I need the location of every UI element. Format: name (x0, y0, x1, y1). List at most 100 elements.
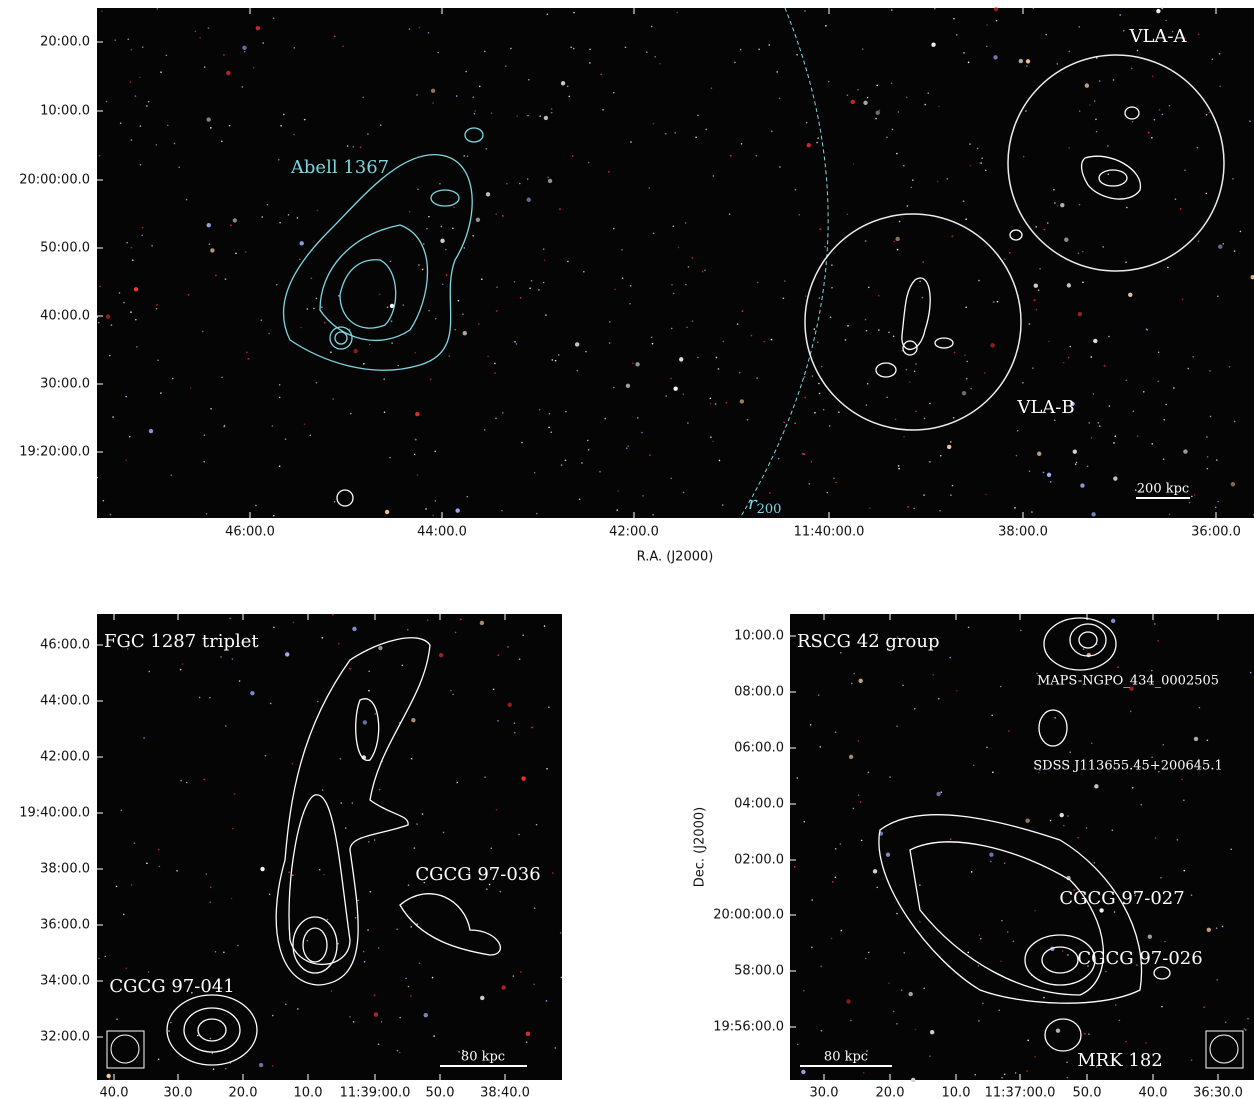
star (306, 939, 309, 942)
star (1014, 1072, 1017, 1074)
star (1228, 365, 1231, 368)
star (452, 227, 454, 230)
star (146, 862, 148, 865)
star (898, 220, 901, 223)
star (1066, 1061, 1068, 1064)
star (462, 313, 464, 315)
contour (282, 154, 473, 371)
star (616, 509, 619, 511)
star (1003, 1073, 1006, 1076)
star (1056, 63, 1059, 65)
star (178, 166, 180, 169)
star (105, 100, 108, 103)
star (967, 61, 970, 64)
right-panel (790, 614, 1254, 1080)
star (1129, 710, 1132, 713)
star (891, 128, 894, 131)
star (729, 154, 732, 157)
star (315, 381, 318, 384)
star (1022, 155, 1025, 158)
star (936, 180, 939, 183)
star (423, 881, 426, 884)
star (1037, 289, 1040, 291)
star (123, 301, 125, 304)
star (834, 847, 837, 850)
star (334, 35, 336, 38)
star (139, 163, 142, 166)
star (1190, 1059, 1193, 1062)
contour (1044, 1018, 1082, 1052)
star (1085, 827, 1088, 829)
star (141, 234, 144, 237)
star (846, 94, 849, 96)
star (864, 240, 867, 242)
star (962, 200, 965, 202)
star (589, 48, 591, 51)
star (834, 876, 837, 879)
star (978, 1020, 980, 1022)
star (896, 912, 898, 915)
star (531, 726, 533, 729)
star (624, 46, 627, 49)
group-contours (878, 617, 1171, 1052)
star (559, 208, 561, 210)
star (230, 897, 233, 900)
star (362, 950, 365, 953)
star (691, 320, 694, 323)
star (769, 492, 771, 494)
star (1059, 812, 1064, 818)
star (1093, 338, 1098, 344)
star (1222, 243, 1225, 245)
star (1162, 744, 1165, 746)
star (224, 278, 227, 280)
star (1173, 387, 1175, 389)
star (908, 991, 913, 997)
star (141, 46, 144, 48)
star (306, 308, 309, 310)
star (608, 321, 611, 323)
star (129, 81, 132, 83)
star (422, 243, 425, 245)
star (414, 438, 417, 440)
star (513, 731, 516, 734)
star (914, 1028, 917, 1031)
star (1117, 666, 1119, 669)
star (246, 351, 248, 354)
star (513, 722, 516, 724)
star (545, 314, 547, 316)
star (459, 618, 462, 621)
star (986, 24, 988, 26)
star (803, 453, 806, 456)
star (468, 871, 471, 874)
star (1146, 329, 1149, 331)
star (472, 96, 475, 99)
star (474, 110, 476, 112)
star (535, 512, 538, 515)
x-tick-label: 38:00.0 (998, 525, 1048, 540)
star (953, 351, 956, 354)
star (1249, 671, 1252, 674)
star (416, 923, 419, 925)
star (946, 178, 949, 180)
star (1167, 266, 1169, 269)
star (1174, 198, 1177, 200)
star (143, 737, 145, 739)
star (894, 418, 897, 421)
star (170, 474, 173, 476)
star (171, 377, 174, 380)
star (992, 771, 994, 774)
star (223, 424, 226, 427)
star (108, 1078, 111, 1080)
star (858, 678, 863, 684)
star (1214, 506, 1217, 509)
star (554, 1047, 557, 1049)
star (831, 286, 833, 289)
y-tick-label: 20:00:00.0 (713, 908, 784, 923)
star (418, 962, 421, 965)
star (1018, 58, 1024, 64)
star (965, 218, 967, 220)
star (852, 807, 855, 810)
star (876, 84, 878, 87)
star (1219, 85, 1222, 88)
star (367, 929, 369, 931)
